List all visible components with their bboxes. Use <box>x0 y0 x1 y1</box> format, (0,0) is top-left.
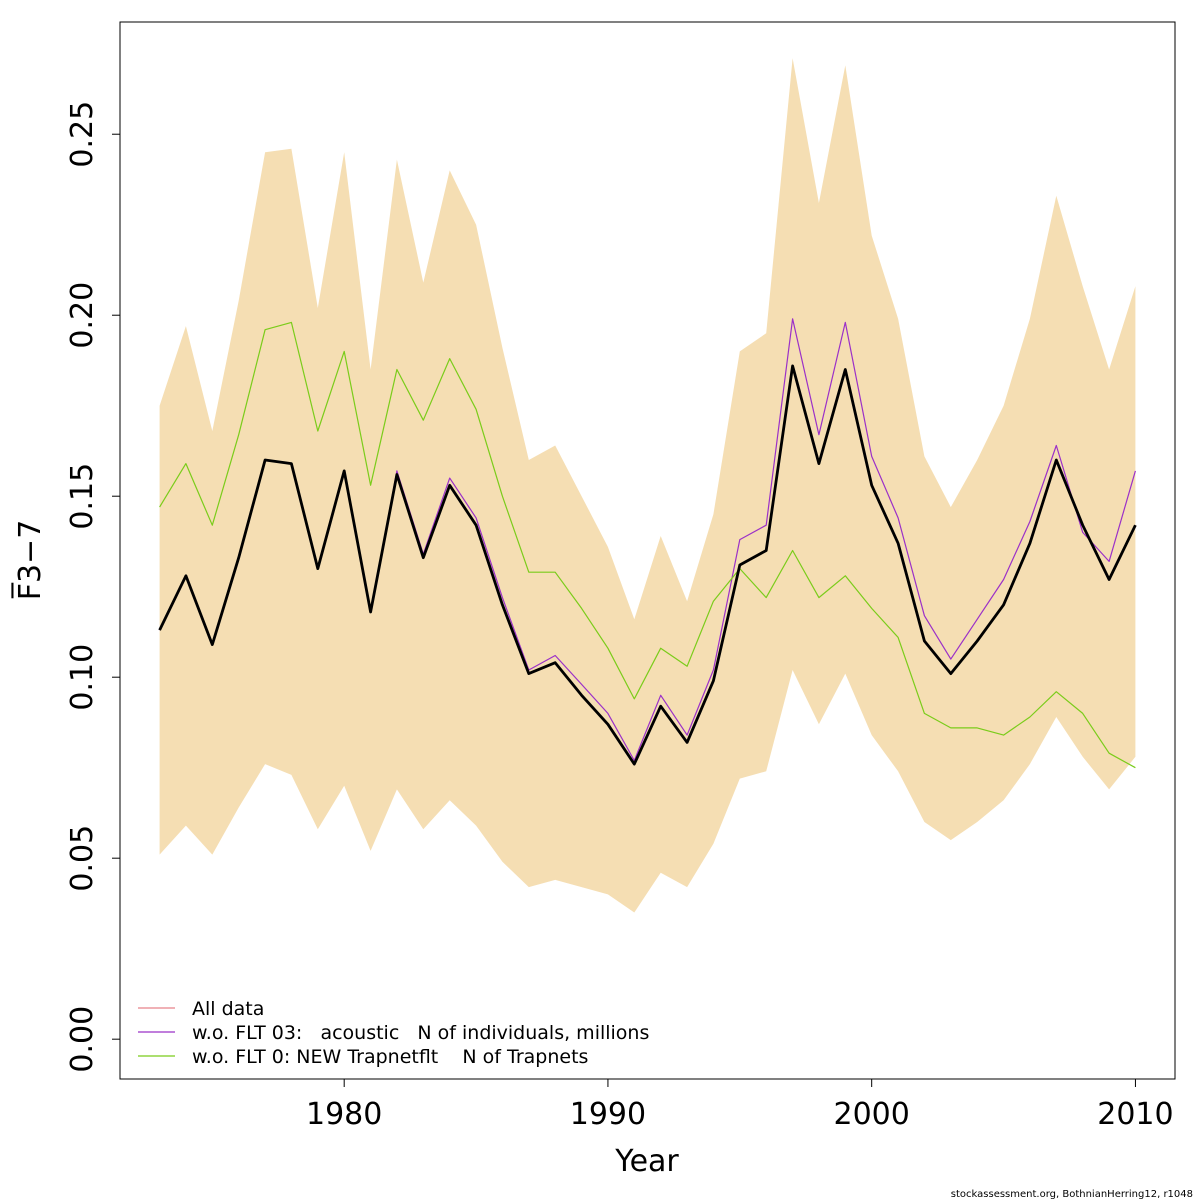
x-tick-label: 2000 <box>834 1097 910 1132</box>
y-tick-label: 0.25 <box>65 101 100 168</box>
y-tick-label: 0.20 <box>65 282 100 349</box>
footer-caption: stockassessment.org, BothnianHerring12, … <box>951 1189 1193 1200</box>
confidence-band-layer <box>159 58 1136 913</box>
confidence-band <box>159 58 1136 913</box>
y-tick-label: 0.05 <box>65 825 100 892</box>
y-tick-label: 0.10 <box>65 644 100 711</box>
x-tick-label: 2010 <box>1097 1097 1173 1132</box>
legend-label-1: All data <box>192 998 264 1020</box>
main-estimate-line <box>158 364 1137 766</box>
y-axis-title: F̅3−7 <box>11 520 48 601</box>
x-tick-label: 1980 <box>306 1097 382 1132</box>
x-tick-label: 1990 <box>570 1097 646 1132</box>
y-tick-label: 0.00 <box>65 1006 100 1073</box>
plot-frame <box>119 21 1176 1080</box>
series-line-3 <box>159 321 1136 769</box>
main-series-layer <box>158 364 1137 766</box>
y-axis: 0.00 0.05 0.10 0.15 0.20 0.25 <box>65 101 120 1073</box>
legend-label-3: w.o. FLT 0: NEW Trapnetflt N of Trapnets <box>192 1046 588 1068</box>
legend-label-2: w.o. FLT 03: acoustic N of individuals, … <box>192 1022 649 1044</box>
x-axis: 1980 1990 2000 2010 <box>306 1079 1174 1132</box>
y-tick-label: 0.15 <box>65 463 100 530</box>
x-axis-title: Year <box>614 1144 679 1179</box>
